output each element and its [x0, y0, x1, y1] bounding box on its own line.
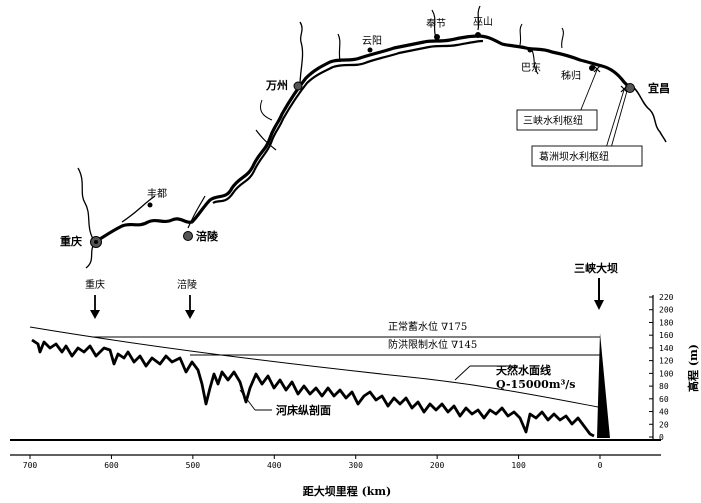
gezhouba-project-callout — [531, 145, 643, 167]
elevation-tick-label: 220 — [659, 293, 674, 302]
riverbed-label: 河床纵剖面 — [276, 403, 331, 417]
distance-tick-label: 0 — [598, 461, 603, 470]
elevation-tick-label: 20 — [659, 420, 669, 429]
elevation-axis-label: 高程 (m) — [686, 344, 700, 392]
zigui-dot — [589, 65, 595, 71]
elevation-tick-label: 120 — [659, 357, 674, 366]
marker-label-dam: 三峡大坝 — [574, 261, 618, 275]
yunyang-dot — [367, 47, 373, 53]
city-label-wushan: 巫山 — [473, 16, 493, 28]
distance-axis-label: 距大坝里程 (km) — [303, 484, 392, 498]
elevation-tick-label: 40 — [659, 408, 669, 417]
three-gorges-dam-shape — [597, 333, 610, 438]
marker-arrow-chongqing — [90, 310, 100, 319]
normal-storage-label: 正常蓄水位 ∇175 — [388, 320, 467, 333]
distance-tick-label: 400 — [267, 461, 282, 470]
marker-label-fuling: 涪陵 — [177, 278, 197, 291]
city-label-yichang: 宜昌 — [648, 81, 670, 95]
elevation-tick-label: 100 — [659, 369, 674, 378]
distance-tick-label: 600 — [104, 461, 119, 470]
marker-arrow-fuling — [185, 310, 195, 319]
natural-surface-label: 天然水面线 — [496, 363, 551, 377]
flood-limit-label: 防洪限制水位 ∇145 — [388, 338, 477, 351]
discharge-label: Q-15000m³/s — [496, 378, 576, 391]
elevation-tick-label: 80 — [659, 382, 669, 391]
city-label-wanzhou: 万州 — [265, 79, 288, 92]
badong-dot — [527, 47, 533, 53]
distance-tick-label: 700 — [23, 461, 38, 470]
city-label-zigui: 秭归 — [561, 69, 581, 82]
distance-tick-label: 300 — [348, 461, 363, 470]
city-label-fengjie: 奉节 — [426, 17, 446, 30]
elevation-tick-label: 200 — [659, 306, 674, 315]
elevation-axis-ticks: 0 20 40 60 80 100 120 140 160 180 200 220 — [649, 293, 674, 442]
three-gorges-project-label: 三峡水利枢纽 — [523, 114, 583, 127]
riverbed-profile — [31, 338, 595, 438]
city-label-badong: 巴东 — [521, 61, 541, 74]
distance-tick-label: 200 — [430, 461, 445, 470]
river-map: 重庆 丰都 涪陵 万州 云阳 奉节 巫山 巴东 秭归 宜昌 三峡水利枢纽 葛洲坝… — [60, 5, 670, 269]
elevation-tick-label: 60 — [659, 395, 669, 404]
elevation-tick-label: 180 — [659, 318, 674, 327]
city-label-chongqing: 重庆 — [60, 234, 82, 248]
elevation-tick-label: 140 — [659, 344, 674, 353]
elevation-tick-label: 0 — [659, 433, 664, 442]
gezhouba-project-label: 葛洲坝水利枢纽 — [539, 150, 609, 163]
distance-axis-ticks: 700 600 500 400 300 200 100 0 — [23, 455, 603, 470]
fengdu-dot — [147, 202, 153, 208]
distance-tick-label: 500 — [186, 461, 201, 470]
longitudinal-profile: 重庆 涪陵 三峡大坝 正常蓄水位 ∇175 防洪限制水位 ∇145 天然水面线 … — [10, 261, 700, 498]
city-label-yunyang: 云阳 — [362, 35, 382, 47]
fengjie-dot — [434, 34, 440, 40]
city-label-fengdu: 丰都 — [147, 187, 167, 200]
wanzhou-dot — [293, 81, 303, 91]
elevation-tick-label: 160 — [659, 331, 674, 340]
city-label-fuling: 涪陵 — [196, 229, 219, 243]
marker-arrow-dam — [594, 300, 604, 310]
marker-label-chongqing: 重庆 — [85, 278, 105, 291]
fuling-dot — [183, 231, 193, 241]
natural-water-surface-line — [29, 326, 599, 408]
distance-tick-label: 100 — [511, 461, 526, 470]
wushan-dot — [475, 32, 481, 38]
three-gorges-project-callout — [516, 109, 598, 131]
